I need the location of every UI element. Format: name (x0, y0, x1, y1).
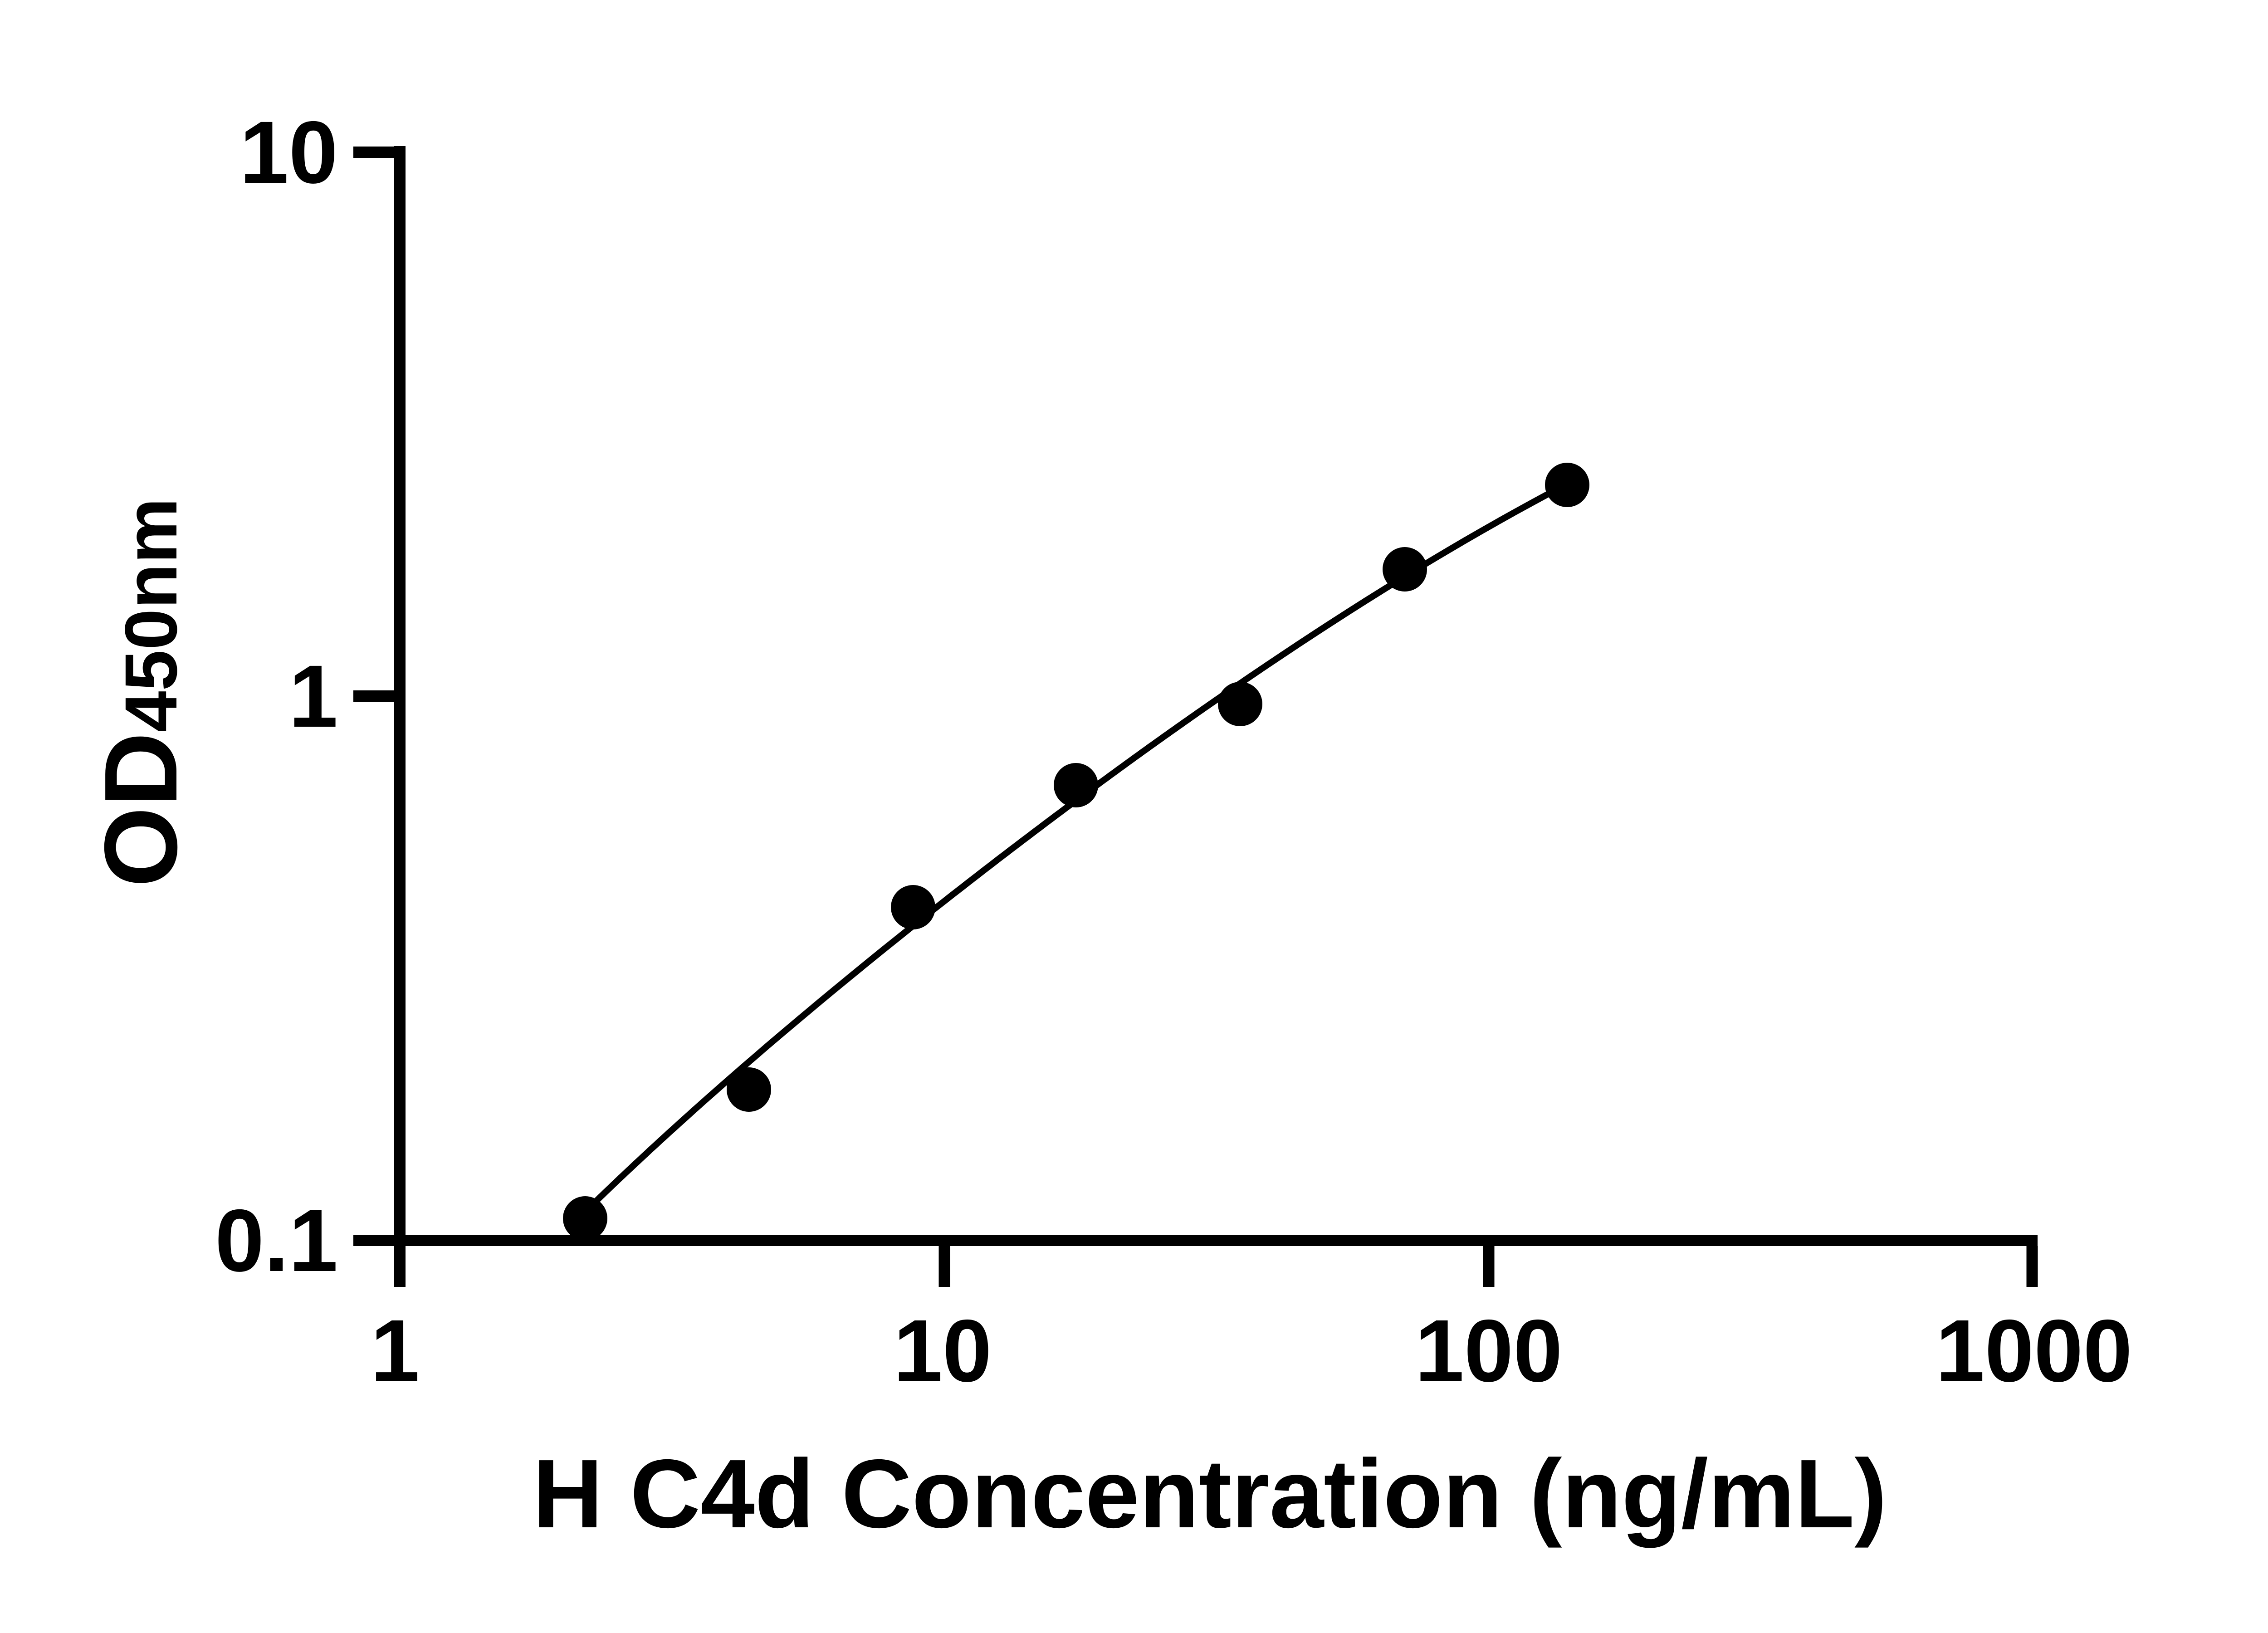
svg-text:10: 10 (240, 103, 338, 202)
svg-text:1: 1 (289, 647, 338, 746)
svg-text:1000: 1000 (1936, 1301, 2132, 1400)
svg-text:0.1: 0.1 (215, 1191, 338, 1290)
svg-text:H C4d Concentration (ng/mL): H C4d Concentration (ng/mL) (533, 1439, 1887, 1548)
svg-text:100: 100 (1415, 1301, 1562, 1400)
svg-text:1: 1 (371, 1301, 420, 1400)
svg-text:10: 10 (894, 1301, 992, 1400)
